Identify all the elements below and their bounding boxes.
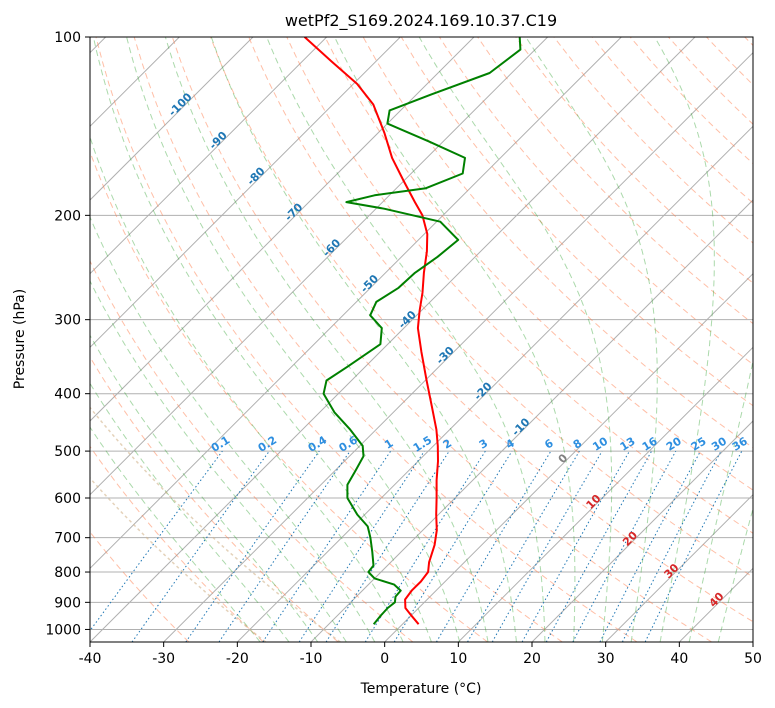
mixing-ratio-line xyxy=(545,450,653,642)
isotherm-line xyxy=(90,37,328,275)
isotherm-line xyxy=(163,51,753,642)
moist-adiabat xyxy=(92,37,432,642)
y-tick-label: 100 xyxy=(54,30,81,46)
x-tick-label: 10 xyxy=(449,651,467,667)
isotherm-line xyxy=(531,420,753,642)
chart-title: wetPf2_S169.2024.169.10.37.C19 xyxy=(285,11,557,31)
moist-adiabat xyxy=(334,37,576,642)
dry-adiabat xyxy=(286,37,753,534)
mixing-ratio-line xyxy=(218,450,351,642)
moist-adiabat xyxy=(126,37,461,642)
isotherm-line xyxy=(90,37,696,642)
isotherm-line xyxy=(384,272,753,642)
isotherm-line xyxy=(90,37,622,570)
axes-frame xyxy=(89,36,754,643)
x-tick-label: -10 xyxy=(300,651,323,667)
x-tick-label: -40 xyxy=(79,651,102,667)
moist-adiabat xyxy=(525,37,658,642)
moist-adiabat xyxy=(688,358,753,642)
mixing-ratio-line xyxy=(393,450,513,642)
mixing-ratio-line xyxy=(572,450,677,642)
moist-adiabat xyxy=(210,37,517,642)
moist-adiabat xyxy=(418,37,613,642)
moist-adiabat xyxy=(90,426,261,642)
mixing-ratio-line xyxy=(325,450,450,642)
y-tick-label: 900 xyxy=(54,595,81,611)
y-tick-label: 400 xyxy=(54,387,81,403)
x-tick-label: 30 xyxy=(597,651,615,667)
x-tick-label: 20 xyxy=(523,651,541,667)
x-tick-label: -30 xyxy=(152,651,175,667)
moist-adiabat xyxy=(654,37,715,642)
y-tick-label: 700 xyxy=(54,531,81,547)
dry-adiabat xyxy=(133,37,638,642)
dry-adiabat xyxy=(95,37,563,642)
dry-adiabat xyxy=(210,37,753,623)
x-tick-label: 0 xyxy=(380,651,389,667)
dry-adiabat xyxy=(324,37,753,491)
y-tick-label: 1000 xyxy=(45,622,81,638)
temperature-profile xyxy=(303,37,439,625)
y-tick-label: 800 xyxy=(54,565,81,581)
moist-adiabat xyxy=(266,37,546,642)
mixing-ratio-line xyxy=(131,450,270,642)
frost-curve xyxy=(90,476,267,642)
isotherm-line xyxy=(90,37,401,349)
y-tick-label: 200 xyxy=(54,208,81,224)
y-tick-label: 500 xyxy=(54,444,81,460)
x-tick-label: 40 xyxy=(670,651,688,667)
dry-adiabat xyxy=(90,445,264,642)
moist-adiabat xyxy=(90,215,376,642)
mixing-ratio-line xyxy=(185,450,320,642)
moist-adiabat xyxy=(164,37,489,642)
dewpoint-profile xyxy=(322,37,522,625)
dry-adiabat xyxy=(248,37,753,578)
frost-curve xyxy=(90,406,341,642)
x-axis-label: Temperature (°C) xyxy=(360,681,482,697)
isotherm-line xyxy=(457,346,753,642)
y-tick-label: 300 xyxy=(54,313,81,329)
axis-ticks: -40 -30 -20 -10 0 10 20 30 40 50 100 200 300 400 500 60… xyxy=(45,30,762,667)
isotherm-line xyxy=(90,37,254,201)
isotherm-line xyxy=(236,125,753,642)
x-tick-label: -20 xyxy=(226,651,249,667)
x-tick-label: 50 xyxy=(744,651,762,667)
moist-adiabat xyxy=(90,382,290,642)
isotherm-line xyxy=(90,37,549,496)
isotherm-line xyxy=(90,37,475,422)
mixing-ratio-line xyxy=(644,450,743,642)
mixing-ratio-line xyxy=(90,450,223,632)
isotherm-line xyxy=(605,493,753,642)
moist-adiabat xyxy=(717,506,753,642)
dry-adiabat xyxy=(171,37,712,642)
dry-adiabat xyxy=(515,37,753,284)
dry-adiabat xyxy=(90,356,339,642)
plot-area: 0.1 0.2 0.4 0.6 1 1.5 2 3 4 6 8 10 13 16 20 25 30 36-100-… xyxy=(90,37,753,642)
mixing-ratio-line xyxy=(262,450,392,642)
dry-adiabat xyxy=(90,259,414,642)
y-tick-label: 600 xyxy=(54,491,81,507)
mixing-ratio-line xyxy=(521,450,630,642)
mixing-ratio-line xyxy=(298,450,425,642)
moist-adiabat xyxy=(90,135,404,642)
y-axis-label: Pressure (hPa) xyxy=(12,289,28,389)
